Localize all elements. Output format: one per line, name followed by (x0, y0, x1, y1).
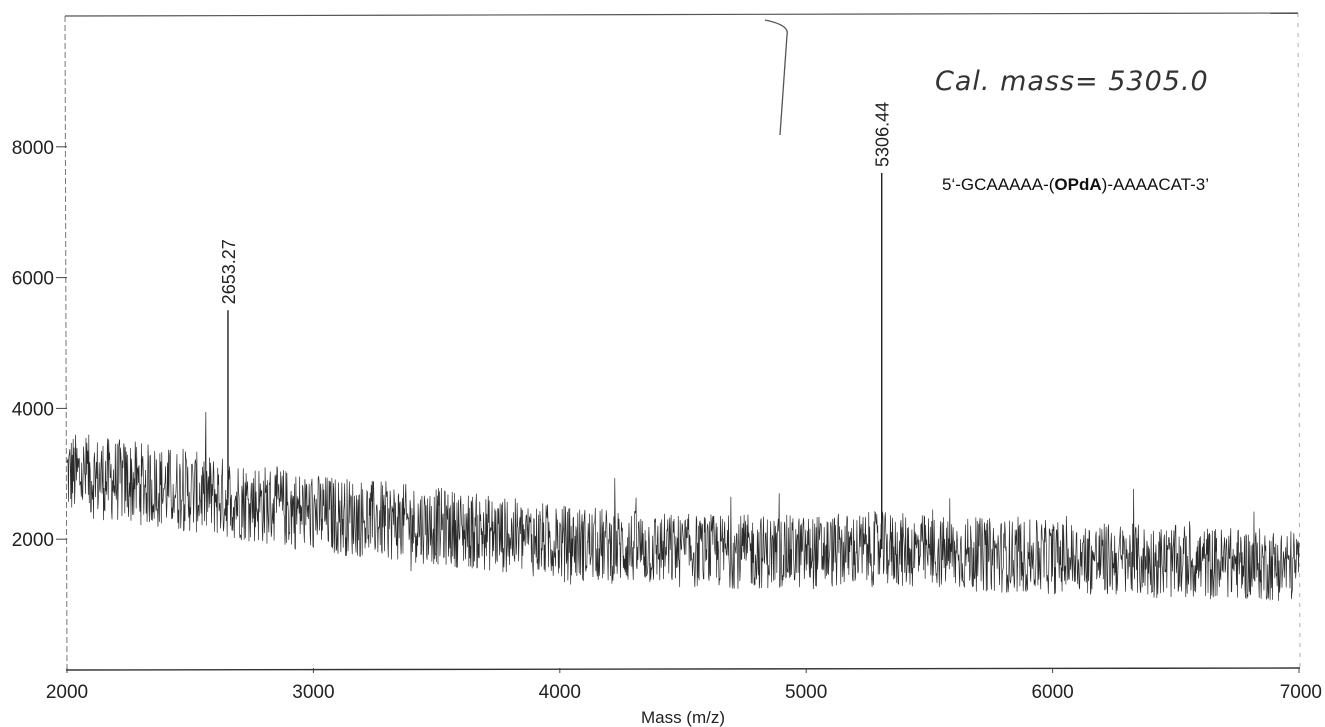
peak-label: 5306.44 (873, 102, 893, 167)
y-axis-line (64, 15, 68, 673)
x-tick-label: 6000 (1031, 682, 1073, 703)
x-tick-label: 2000 (46, 682, 88, 703)
y-tick-label: 8000 (12, 138, 54, 159)
x-tick-label: 7000 (1280, 682, 1322, 703)
y-tick-label: 6000 (12, 269, 54, 290)
peak-label: 2653.27 (219, 239, 239, 304)
x-axis-ticks: 2000 3000 4000 5000 6000 7000 (46, 668, 1322, 703)
peak-markers: 2653.27 5306.44 (219, 102, 893, 550)
sequence-prefix: 5‘-GCAAAAA-( (942, 175, 1055, 194)
sequence-modification: OPdA (1054, 175, 1101, 194)
sequence-suffix: )-AAAACAT-3’ (1102, 175, 1209, 194)
x-tick-label: 5000 (785, 682, 827, 703)
y-axis-ticks: 2000 4000 6000 8000 (12, 138, 67, 551)
sequence-annotation: 5‘-GCAAAAA-(OPdA)-AAAACAT-3’ (942, 175, 1209, 194)
spectrum-trace (66, 411, 1300, 601)
top-frame-line (64, 12, 1299, 17)
y-tick-label: 4000 (12, 399, 54, 420)
x-tick-label: 4000 (539, 682, 581, 703)
scan-artifact-mark (764, 19, 788, 136)
x-axis-line (65, 667, 1301, 671)
x-axis-label: Mass (m/z) (641, 708, 725, 727)
y-tick-label: 2000 (12, 530, 54, 551)
x-tick-label: 3000 (292, 682, 334, 703)
calculated-mass-note: Cal. mass= 5305.0 (935, 66, 1209, 97)
